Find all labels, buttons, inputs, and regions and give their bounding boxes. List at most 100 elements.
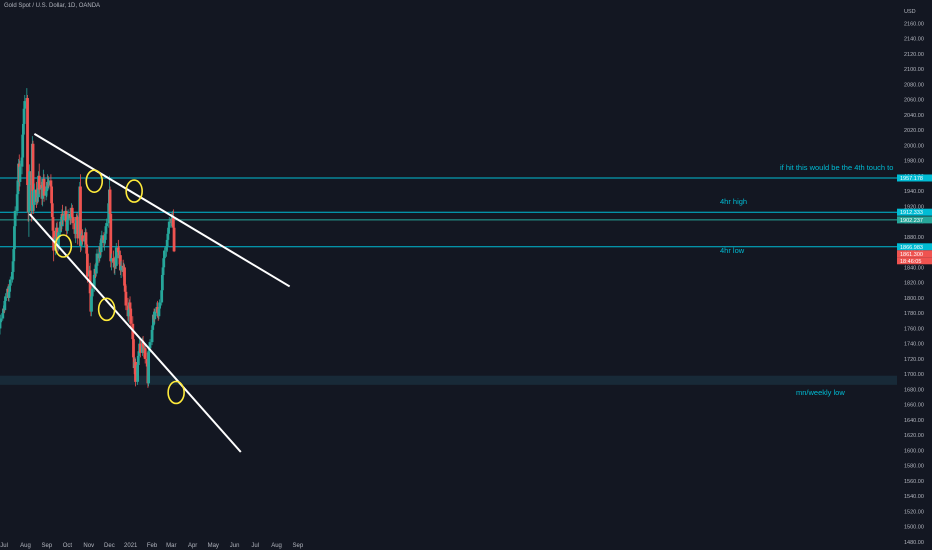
candle-body [136,355,140,366]
y-tick-label: 1660.00 [904,403,924,409]
candle-body [57,232,60,248]
y-tick-label: 1820.00 [904,281,924,287]
candle-body [98,247,102,259]
candle-body [47,180,51,185]
trendline [33,133,291,288]
candle-body [171,217,175,228]
candle [18,160,22,187]
x-tick-label: Aug [20,543,31,549]
candle-body [13,210,17,227]
candle-body [11,261,15,272]
candle-body [151,325,155,330]
candle-body [21,123,25,135]
candle [114,242,118,269]
candle [172,221,176,253]
candle-body [59,221,62,233]
level-annotation: 4hr high [720,197,747,206]
candle-body [15,194,19,211]
candle [33,183,36,211]
price-tag-bg [897,243,932,251]
candle [47,177,51,190]
y-tick-label: 2040.00 [904,113,924,119]
candle-body [28,171,31,185]
y-tick-label: 1700.00 [904,372,924,378]
candle-body [108,189,112,214]
price-tag: 1866.983 [897,243,932,251]
candle-body [123,285,127,292]
candle [8,276,12,289]
x-tick-label: Jun [230,543,240,549]
price-tag-label: 1912.333 [900,210,923,216]
candle-body [167,221,171,228]
candle-body [31,143,35,192]
y-tick-label: 1540.00 [904,494,924,500]
candle-body [70,207,74,218]
candle-body [21,134,25,158]
candle-body [84,232,88,245]
candle-body [90,296,93,312]
y-tick-label: 2120.00 [904,52,924,58]
price-tag: 1957.178 [897,174,932,182]
candle-body [150,329,154,343]
candle-body [167,227,170,234]
candle-body [128,302,132,309]
price-tag-label: 1957.178 [900,176,923,182]
candle-body [153,311,157,320]
candle-body [100,235,104,240]
candle-body [123,267,126,286]
y-tick-label: 1880.00 [904,235,924,241]
candle-body [74,229,78,234]
candle-body [0,318,3,323]
y-tick-label: 1980.00 [904,159,924,165]
y-tick-label: 1940.00 [904,189,924,195]
price-tag-label: 1861.300 [900,252,923,258]
y-tick-label: 1840.00 [904,265,924,271]
candle [61,210,65,227]
candle-body [103,233,107,240]
candle-body [79,186,82,247]
candle [138,340,142,358]
candle-body [129,308,133,324]
candle [90,284,94,301]
candle-body [119,255,122,271]
x-tick-label: Feb [147,543,158,549]
level-annotation: 4hr low [720,246,745,255]
candle-body [45,186,49,192]
candle [13,221,16,253]
candle-body [23,101,27,109]
x-tick-label: Dec [104,543,115,549]
candle [171,209,175,231]
price-tag-bg [897,208,932,216]
candle-body [90,288,94,297]
candle-body [110,258,113,262]
price-tag-bg [897,257,932,265]
price-tag-label: 18:46:05 [900,259,921,265]
x-tick-label: Oct [63,543,73,549]
price-tag: 1912.333 [897,208,932,216]
y-tick-label: 2100.00 [904,67,924,73]
candle-body [13,226,16,250]
candle-body [148,342,152,349]
price-tag: 18:46:05 [897,257,932,265]
candle-body [160,290,164,303]
candle-body [114,247,118,266]
candle [129,303,133,329]
candle-body [99,239,103,253]
candle-body [157,308,161,317]
x-tick-label: Jul [251,543,259,549]
candle [167,217,171,233]
candle-body [161,267,165,275]
candle-body [85,253,89,277]
candle-body [12,249,16,262]
candle-body [141,342,145,347]
candle-body [1,313,5,319]
candle [66,209,70,224]
y-tick-label: 1620.00 [904,433,924,439]
candle-body [8,279,12,286]
candle-body [33,189,36,205]
candle-body [132,339,135,358]
candle [4,293,7,306]
candle-body [51,217,55,231]
y-tick-label: 1520.00 [904,509,924,515]
